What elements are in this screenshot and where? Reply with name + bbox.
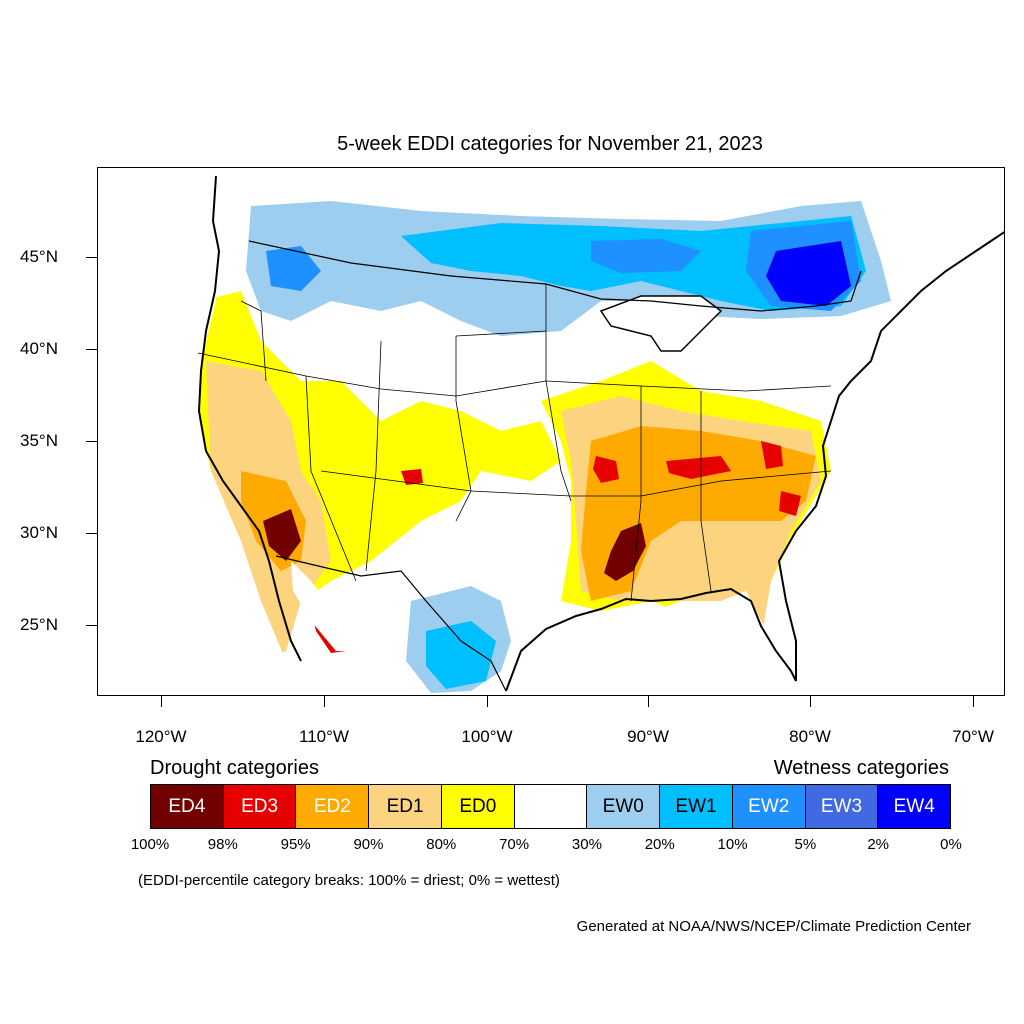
east-coastline — [777, 231, 1004, 681]
great-lakes — [601, 296, 721, 351]
legend-box-ed1: ED1 — [369, 785, 442, 828]
legend-box-ed0: ED0 — [441, 785, 515, 828]
drought-nm-ed3 — [401, 469, 423, 485]
legend-break-label: 70% — [499, 836, 530, 853]
lon-tick — [487, 696, 488, 707]
gulf-coastline — [505, 587, 797, 692]
legend-box-ed4: ED4 — [151, 785, 224, 828]
lat-tick — [86, 257, 97, 258]
legend-colorbar: ED4 ED3 ED2 ED1 ED0 EW0 EW1 EW2 EW3 EW4 — [150, 784, 951, 829]
lat-label-35n: 35°N — [20, 431, 58, 450]
canada-north — [216, 168, 1004, 216]
legend-break-label: 100% — [130, 836, 170, 853]
legend-break-label: 2% — [867, 836, 890, 853]
legend-box-ew2: EW2 — [732, 785, 806, 828]
lon-label-80w: 80°W — [789, 727, 831, 746]
lon-label-120w: 120°W — [135, 727, 187, 746]
lon-tick — [161, 696, 162, 707]
lon-tick — [324, 696, 325, 707]
legend-break-label: 30% — [571, 836, 602, 853]
mexico-border — [275, 555, 507, 692]
legend-break-label: 90% — [353, 836, 384, 853]
map-title: 5-week EDDI categories for November 21, … — [337, 133, 763, 155]
lat-label-30n: 30°N — [20, 523, 58, 542]
lon-tick — [648, 696, 649, 707]
gulf-of-mexico — [506, 591, 815, 695]
legend-box-ew3: EW3 — [805, 785, 879, 828]
west-coastline — [197, 175, 302, 662]
wet-region-northwest — [266, 246, 321, 291]
drought-east-ed3-b — [761, 441, 783, 469]
drought-east-ed3-d — [666, 456, 731, 479]
legend-break-label: 10% — [717, 836, 748, 853]
drought-lower-miss-ed4 — [604, 523, 646, 581]
legend-box-none — [514, 785, 588, 828]
lon-tick — [810, 696, 811, 707]
lat-tick — [86, 441, 97, 442]
drought-southwest-ed4 — [263, 509, 301, 561]
pacific-ocean — [98, 168, 301, 695]
wet-region-texas-ew1 — [426, 621, 496, 689]
atlantic-ocean — [791, 301, 1004, 695]
canada-border — [248, 240, 862, 312]
gulf-of-california — [291, 561, 351, 651]
lat-tick — [86, 625, 97, 626]
lon-tick — [973, 696, 974, 707]
legend-box-ed2: ED2 — [296, 785, 370, 828]
legend-break-label: 5% — [794, 836, 817, 853]
category-note: (EDDI-percentile category breaks: 100% =… — [138, 872, 560, 889]
lon-label-70w: 70°W — [952, 727, 994, 746]
legend-break-label: 20% — [644, 836, 675, 853]
lat-tick — [86, 533, 97, 534]
legend-box-ew1: EW1 — [660, 785, 733, 828]
wet-region-north-ew2 — [591, 239, 701, 273]
legend-break-label: 80% — [426, 836, 457, 853]
eddi-map — [98, 168, 1004, 695]
great-lakes-outline — [599, 295, 723, 352]
legend-break-label: 95% — [280, 836, 311, 853]
lat-label-40n: 40°N — [20, 339, 58, 358]
legend-box-ed3: ED3 — [223, 785, 297, 828]
credit-line: Generated at NOAA/NWS/NCEP/Climate Predi… — [576, 918, 971, 935]
legend-box-ew0: EW0 — [587, 785, 661, 828]
legend-break-label: 0% — [940, 836, 962, 853]
drought-categories-heading: Drought categories — [150, 757, 319, 779]
legend-break-label: 98% — [207, 836, 238, 853]
lon-label-90w: 90°W — [627, 727, 669, 746]
drought-east-ed3-c — [779, 491, 801, 516]
state-boundaries — [197, 284, 832, 602]
legend-box-ew4: EW4 — [878, 785, 951, 828]
lat-label-45n: 45°N — [20, 247, 58, 266]
wet-region-northeast-ew4 — [766, 241, 851, 306]
lat-tick — [86, 349, 97, 350]
lat-label-25n: 25°N — [20, 615, 58, 634]
drought-east-ed3-a — [593, 456, 619, 483]
map-panel — [97, 167, 1005, 696]
lon-label-110w: 110°W — [299, 727, 349, 746]
wetness-categories-heading: Wetness categories — [773, 757, 949, 779]
lon-label-100w: 100°W — [461, 727, 513, 746]
